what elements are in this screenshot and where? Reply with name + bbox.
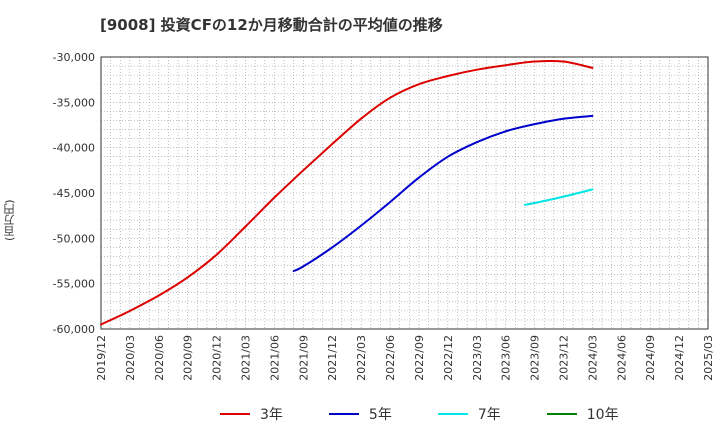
x-tick-label: 2023/12 <box>557 335 570 381</box>
x-tick-label: 2023/09 <box>529 335 542 381</box>
x-tick-label: 2024/09 <box>644 335 657 381</box>
series-line-3 <box>523 188 594 206</box>
y-tick-label: -60,000 <box>53 323 95 336</box>
y-tick-label: -45,000 <box>53 187 95 200</box>
y-tick-label: -50,000 <box>53 232 95 245</box>
x-tick-label: 2019/12 <box>95 335 108 381</box>
plot-frame <box>100 56 709 330</box>
x-tick-label: 2022/03 <box>355 335 368 381</box>
y-tick-label: -55,000 <box>53 278 95 291</box>
x-tick-label: 2023/03 <box>471 335 484 381</box>
legend-swatch <box>546 413 577 415</box>
x-tick-label: 2020/03 <box>124 335 137 381</box>
legend-item: 7年 <box>437 404 501 424</box>
legend-label: 7年 <box>477 407 501 423</box>
x-tick-label: 2021/06 <box>268 335 281 381</box>
legend-label: 5年 <box>368 407 392 423</box>
x-tick-label: 2022/06 <box>384 335 397 381</box>
x-tick-label: 2024/12 <box>673 335 686 381</box>
legend-item: 3年 <box>220 404 283 424</box>
series-line-2 <box>292 114 594 272</box>
x-tick-label: 2021/09 <box>297 335 310 381</box>
x-tick-label: 2020/06 <box>153 335 166 381</box>
x-tick-label: 2021/03 <box>240 335 253 381</box>
legend-swatch <box>220 413 250 415</box>
x-tick-label: 2020/09 <box>182 335 195 381</box>
chart-plot: -30,000 -35,000 -40,000 -45,000 -50,000 -55,0… <box>53 51 715 381</box>
y-tick-label: -30,000 <box>53 51 95 64</box>
x-tick-label: 2021/12 <box>326 335 339 381</box>
x-tick-label: 2022/09 <box>413 335 426 381</box>
series-line-1 <box>100 59 594 326</box>
x-tick-label: 2020/12 <box>211 335 224 381</box>
x-tick-label: 2022/12 <box>442 335 455 381</box>
chart-title: [9008] 投資CFの12か月移動合計の平均値の推移 <box>100 16 443 34</box>
y-tick-label: -35,000 <box>53 96 95 109</box>
legend-item: 5年 <box>328 404 392 424</box>
y-tick-label: -40,000 <box>53 142 95 155</box>
legend-label: 10年 <box>586 407 619 423</box>
x-tick-label: 2024/06 <box>615 335 628 381</box>
legend-swatch <box>328 413 359 415</box>
legend-label: 3年 <box>260 407 283 423</box>
x-tick-label: 2023/06 <box>500 335 513 381</box>
legend-item: 10年 <box>546 404 619 424</box>
legend: 3年 5年 7年 10年 <box>220 404 665 424</box>
x-tick-label: 2024/03 <box>586 335 599 381</box>
legend-swatch <box>437 413 468 415</box>
x-tick-label: 2025/03 <box>702 335 715 381</box>
